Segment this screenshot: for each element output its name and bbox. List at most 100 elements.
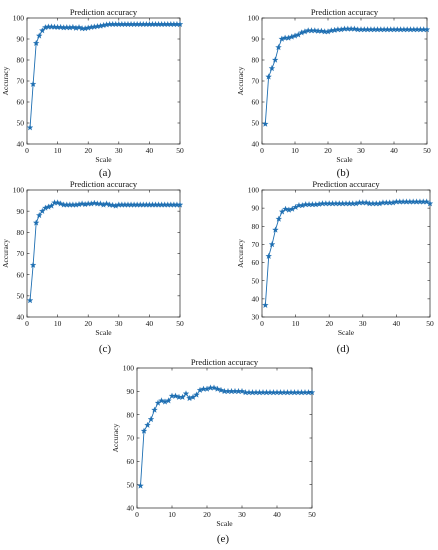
panel-label: (d) — [337, 343, 350, 355]
panel-label: (a) — [99, 167, 112, 179]
data-point-star — [176, 20, 184, 28]
x-tick-label: 20 — [324, 146, 332, 155]
y-tick-label: 40 — [252, 294, 260, 303]
y-tick-label: 70 — [252, 77, 260, 86]
data-point-star — [48, 202, 55, 209]
y-tick-label: 70 — [252, 240, 260, 249]
y-tick-label: 80 — [17, 56, 25, 65]
x-tick-label: 50 — [176, 319, 184, 328]
chart-title: Prediction accuracy — [70, 179, 138, 189]
data-point-star — [69, 23, 77, 30]
y-tick-label: 60 — [17, 270, 25, 279]
series-line — [29, 23, 180, 128]
series-line — [264, 28, 427, 125]
y-tick-label: 90 — [17, 207, 25, 216]
data-point-star — [265, 252, 272, 259]
y-tick-label: 80 — [252, 222, 260, 231]
data-point-star — [262, 301, 269, 308]
data-point-star — [308, 389, 316, 396]
y-tick-label: 40 — [17, 140, 25, 149]
data-point-star — [32, 39, 40, 46]
y-axis-label: Accuracy — [1, 66, 10, 95]
data-point-star — [97, 200, 104, 207]
x-tick-label: 0 — [260, 146, 264, 155]
x-tick-label: 30 — [357, 146, 365, 155]
data-point-star — [351, 25, 358, 32]
data-point-star — [214, 385, 221, 392]
x-tick-label: 10 — [291, 146, 299, 155]
series-line — [29, 202, 180, 301]
x-axis-label: Scale — [338, 328, 355, 337]
y-tick-label: 70 — [17, 249, 25, 258]
x-axis-label: Scale — [216, 519, 233, 528]
data-point-star — [210, 384, 218, 391]
data-point-star — [423, 198, 430, 205]
y-tick-label: 80 — [252, 56, 260, 65]
data-point-star — [275, 44, 282, 51]
y-tick-label: 50 — [252, 276, 260, 285]
data-point-star — [57, 23, 64, 30]
x-tick-label: 10 — [168, 510, 176, 519]
y-tick-label: 60 — [252, 258, 260, 267]
data-point-star — [268, 65, 276, 72]
data-point-star — [54, 199, 61, 206]
x-tick-label: 10 — [292, 319, 300, 328]
y-tick-label: 40 — [252, 140, 260, 149]
data-point-star — [179, 393, 186, 400]
y-tick-label: 90 — [252, 204, 260, 213]
x-tick-label: 10 — [54, 319, 62, 328]
y-tick-label: 90 — [252, 35, 260, 44]
x-tick-label: 0 — [25, 146, 29, 155]
data-point-star — [29, 261, 37, 268]
data-point-star — [271, 56, 279, 63]
x-tick-label: 30 — [359, 319, 367, 328]
y-tick-label: 70 — [17, 77, 25, 86]
data-point-star — [48, 23, 55, 30]
y-tick-label: 70 — [127, 434, 135, 443]
y-tick-label: 30 — [252, 313, 260, 322]
chart-panel: Prediction accuracy 0 10 20 30 40 50 40 50 60 70 80… — [1, 7, 184, 179]
y-tick-label: 90 — [127, 387, 135, 396]
panel-label: (c) — [99, 343, 112, 355]
data-point-star — [137, 482, 144, 489]
y-tick-label: 50 — [17, 291, 25, 300]
y-tick-label: 60 — [17, 98, 25, 107]
series-line — [264, 201, 431, 306]
y-tick-label: 80 — [17, 228, 25, 237]
x-tick-label: 30 — [238, 510, 246, 519]
x-tick-label: 50 — [176, 146, 184, 155]
x-tick-label: 30 — [115, 319, 123, 328]
x-tick-label: 40 — [393, 319, 401, 328]
y-tick-label: 90 — [17, 35, 25, 44]
data-point-star — [426, 200, 434, 207]
x-tick-label: 50 — [423, 146, 431, 155]
x-tick-label: 50 — [426, 319, 434, 328]
data-point-star — [147, 415, 155, 423]
y-tick-label: 100 — [13, 14, 25, 23]
data-point-star — [51, 23, 58, 30]
data-point-star — [39, 207, 46, 214]
y-axis-label: Accuracy — [236, 239, 245, 268]
data-point-star — [193, 391, 200, 398]
x-tick-label: 20 — [203, 510, 211, 519]
data-point-star — [423, 26, 431, 33]
x-tick-label: 0 — [135, 510, 139, 519]
y-tick-label: 100 — [13, 186, 25, 195]
chart-panel: Prediction accuracy 0 10 20 30 40 50 30 40 50 60 70… — [236, 179, 434, 355]
chart-title: Prediction accuracy — [191, 357, 259, 367]
y-axis-label: Accuracy — [1, 239, 10, 268]
data-point-star — [158, 397, 165, 404]
x-tick-label: 30 — [115, 146, 123, 155]
data-point-star — [318, 27, 325, 34]
chart-panel: Prediction accuracy 0 10 20 30 40 50 40 50 60 70 80… — [236, 7, 431, 179]
data-point-star — [36, 212, 43, 219]
x-tick-label: 20 — [84, 319, 92, 328]
x-tick-label: 40 — [146, 319, 154, 328]
y-tick-label: 60 — [127, 457, 135, 466]
data-point-star — [238, 387, 246, 395]
data-point-star — [172, 392, 179, 399]
data-point-star — [272, 226, 279, 233]
y-tick-label: 60 — [252, 98, 260, 107]
x-axis-label: Scale — [95, 328, 112, 337]
